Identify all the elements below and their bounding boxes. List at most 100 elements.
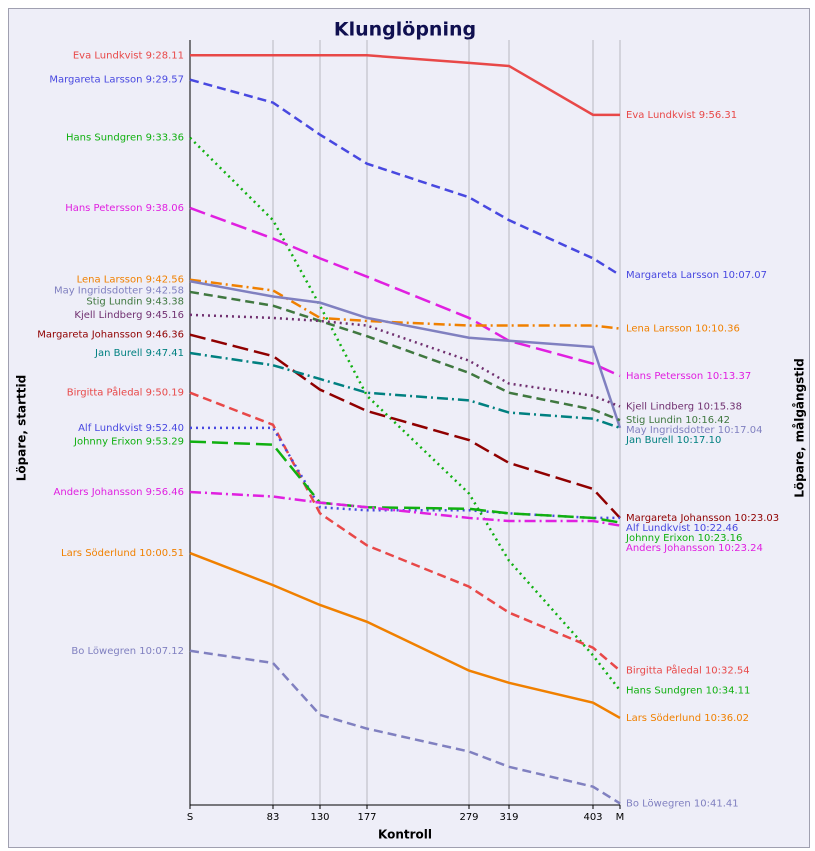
runner-name: Birgitta Påledal (67, 386, 143, 399)
runner-name: Margareta Larsson (626, 270, 719, 281)
start-time: 9:33.36 (146, 133, 184, 144)
runner-name: Johnny Erixon (625, 533, 694, 544)
start-label: Jan Burell 9:47.41 (94, 348, 184, 359)
finish-label: Lars Söderlund 10:36.02 (626, 713, 749, 724)
runner-name: Stig Lundin (86, 297, 142, 308)
runner-name: Birgitta Påledal (626, 664, 702, 677)
finish-label: Kjell Lindberg 10:15.38 (626, 401, 742, 412)
runner-name: Eva Lundkvist (626, 110, 696, 121)
start-time: 9:45.16 (146, 310, 184, 321)
runner-name: Bo Löwegren (626, 798, 691, 809)
finish-time: 10:34.11 (706, 685, 751, 696)
finish-label: Margareta Johansson 10:23.03 (626, 513, 779, 524)
runner-name: Margareta Larsson (49, 75, 142, 86)
start-time: 9:46.36 (146, 330, 184, 341)
finish-label: Alf Lundkvist 10:22.46 (626, 523, 738, 534)
series-line (189, 333, 621, 519)
finish-time: 10:10.36 (695, 324, 740, 335)
finish-time: 10:17.04 (718, 425, 763, 436)
start-label: Hans Petersson 9:38.06 (65, 203, 184, 214)
finish-label: Jan Burell 10:17.10 (625, 435, 721, 446)
start-label: Alf Lundkvist 9:52.40 (78, 423, 184, 434)
x-tick-label: S (187, 812, 193, 823)
start-label: Stig Lundin 9:43.38 (86, 297, 184, 308)
finish-time: 10:16.42 (685, 415, 730, 426)
runner-name: Jan Burell (625, 435, 673, 446)
runner-name: Alf Lundkvist (626, 523, 690, 534)
runner-name: Lena Larsson (77, 275, 143, 286)
x-tick-label: 83 (267, 812, 280, 823)
series-line (189, 136, 621, 692)
start-label: Birgitta Påledal 9:50.19 (67, 386, 184, 399)
runner-name: Kjell Lindberg (74, 310, 142, 321)
start-time: 9:52.40 (146, 423, 184, 434)
series-line (189, 551, 621, 720)
start-time: 9:29.57 (146, 75, 184, 86)
finish-time: 10:41.41 (694, 798, 739, 809)
finish-time: 10:22.46 (694, 523, 739, 534)
runner-name: Jan Burell (94, 348, 142, 359)
series-line (189, 649, 621, 805)
finish-time: 10:13.37 (706, 371, 751, 382)
runner-name: Bo Löwegren (71, 646, 136, 657)
finish-label: Hans Sundgren 10:34.11 (626, 685, 750, 696)
runner-name: Hans Petersson (65, 203, 142, 214)
start-label: Margareta Johansson 9:46.36 (37, 330, 184, 341)
runner-name: Johnny Erixon (73, 437, 142, 448)
start-time: 9:42.56 (146, 275, 184, 286)
start-label: May Ingridsdotter 9:42.58 (54, 286, 184, 297)
runner-name: Hans Sundgren (66, 133, 142, 144)
finish-time: 10:23.16 (698, 533, 743, 544)
series-line (189, 313, 621, 408)
runner-name: Margareta Johansson (626, 513, 731, 524)
runner-name: Eva Lundkvist (73, 50, 143, 61)
runner-name: Alf Lundkvist (78, 423, 142, 434)
runner-name: Kjell Lindberg (626, 401, 694, 412)
runner-name: Lena Larsson (626, 324, 692, 335)
finish-time: 10:17.10 (677, 435, 722, 446)
x-axis-title: Kontroll (378, 828, 432, 842)
finish-time: 10:23.24 (718, 543, 763, 554)
start-time: 9:53.29 (146, 437, 184, 448)
finish-label: Stig Lundin 10:16.42 (626, 415, 730, 426)
x-tick-label: M (616, 812, 625, 823)
x-tick-label: 279 (459, 812, 478, 823)
series-line (190, 54, 620, 117)
start-time: 9:43.38 (146, 297, 184, 308)
finish-time: 9:56.31 (699, 110, 737, 121)
start-time: 9:28.11 (146, 50, 184, 61)
series-line (189, 490, 621, 527)
finish-label: Johnny Erixon 10:23.16 (625, 533, 742, 544)
finish-label: Eva Lundkvist 9:56.31 (626, 110, 737, 121)
series-line (189, 206, 621, 378)
series-line (189, 78, 621, 277)
finish-label: Margareta Larsson 10:07.07 (626, 270, 767, 281)
chart-title: Klunglöpning (334, 19, 476, 41)
start-time: 9:42.58 (146, 286, 184, 297)
runner-name: May Ingridsdotter (54, 286, 143, 297)
finish-label: Hans Petersson 10:13.37 (626, 371, 751, 382)
series-line (189, 280, 622, 429)
start-label: Bo Löwegren 10:07.12 (71, 646, 184, 657)
start-time: 10:07.12 (139, 646, 184, 657)
finish-label: Anders Johansson 10:23.24 (626, 543, 763, 554)
finish-time: 10:07.07 (722, 270, 767, 281)
y-axis-title: Löpare, starttid (15, 375, 29, 481)
finish-label: Birgitta Påledal 10:32.54 (626, 664, 750, 677)
finish-label: Bo Löwegren 10:41.41 (626, 798, 739, 809)
runner-name: Lars Söderlund (61, 548, 136, 559)
runner-name: Lars Söderlund (626, 713, 701, 724)
finish-time: 10:36.02 (704, 713, 749, 724)
series-line (189, 351, 621, 430)
finish-time: 10:23.03 (734, 513, 779, 524)
x-tick-label: 319 (499, 812, 518, 823)
start-label: Lena Larsson 9:42.56 (77, 275, 184, 286)
series-line (189, 278, 621, 330)
runner-name: Anders Johansson (626, 543, 715, 554)
finish-label: Lena Larsson 10:10.36 (626, 324, 740, 335)
runner-name: Margareta Johansson (37, 330, 142, 341)
y2-axis-title: Löpare, målgångstid (793, 358, 807, 498)
x-tick-label: 177 (357, 812, 376, 823)
finish-time: 10:32.54 (705, 666, 750, 677)
